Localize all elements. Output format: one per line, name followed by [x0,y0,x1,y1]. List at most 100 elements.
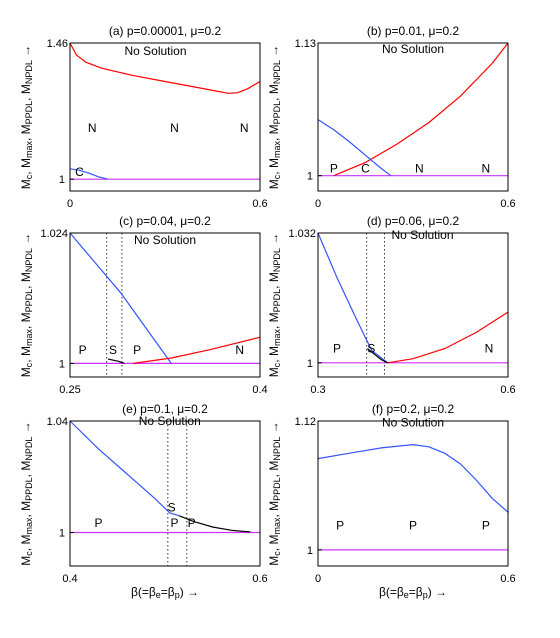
region-label: No Solution [391,228,453,242]
region-label: P [170,516,178,530]
y-axis-label-part: max [24,141,34,159]
plot-frame [317,42,509,192]
y-axis-label-part: , M [267,501,281,518]
y-axis-label-part: c [272,174,282,179]
y-axis-label-part: → [267,45,281,60]
series-line-blue [317,232,389,364]
y-axis-label-part: NPDL [272,248,282,272]
x-tick-label: 0.3 [310,384,325,396]
x-tick-label: 0.6 [252,198,267,210]
region-label: No Solution [382,42,444,56]
x-tick-label: 0 [315,198,321,210]
region-label: No Solution [134,233,196,247]
y-axis-label-part: , M [19,535,33,552]
y-axis-label-part: PPDL [24,101,34,125]
region-label: S [367,342,375,356]
x-axis-label-part: β(=β [131,585,156,599]
y-tick-label: 1 [59,528,65,540]
y-axis-label-group: Mc, Mmax, MPPDL, MNPDL → [19,45,34,189]
y-axis-label-group: Mc, Mmax, MPPDL, MNPDL → [267,45,282,189]
region-label: N [88,121,97,135]
plot-frame [69,42,261,192]
y-axis-label-part: NPDL [24,248,34,272]
y-axis-label-part: max [272,329,282,347]
y-axis-label-part: , M [19,461,33,478]
series-line-blue [69,420,180,517]
y-axis-label-part: M [267,556,281,566]
y-axis-label-part: , M [267,158,281,175]
y-axis-label: Mc, Mmax, MPPDL, MNPDL → [267,421,282,565]
y-axis-label-part: NPDL [24,60,34,84]
y-axis-label-part: , M [19,501,33,518]
region-label: P [482,518,490,532]
y-axis-label-part: → [19,233,33,248]
region-label: P [94,516,102,530]
y-axis-label-part: PPDL [272,289,282,313]
y-axis-label: Mc, Mmax, MPPDL, MNPDL → [267,45,282,189]
region-label: No Solution [124,44,186,58]
series-line-blue [317,119,392,177]
y-axis-label-part: , M [19,84,33,101]
panel-title: (b) p=0.01, μ=0.2 [367,24,460,38]
y-axis-label-part: NPDL [272,437,282,461]
panel-4: (d) p=0.06, μ=0.2 0.3 0.6 1 1.032 No Solution… [267,214,516,396]
x-axis-label-part: =β [409,585,423,599]
y-axis-label-part: M [19,556,33,566]
x-axis-label: β(=βe=βp) → [379,585,447,600]
x-axis-label-part: ) → [180,585,199,599]
panel-1: (a) p=0.00001, μ=0.2 0 0.6 1 1.46 No Solution… [19,24,268,210]
x-tick-label: 0.4 [252,384,267,396]
panel-title: (c) p=0.04, μ=0.2 [119,214,211,228]
x-axis-label-part: p [423,590,428,600]
series-line-black [107,358,125,364]
y-axis-label-part: max [24,517,34,535]
y-axis-label-part: , M [19,272,33,289]
region-label: No Solution [382,415,444,429]
series-line-blue [69,232,172,364]
series-line-red [133,336,261,364]
y-axis-label: Mc, Mmax, MPPDL, MNPDL → [19,45,34,189]
y-axis-label-part: → [267,421,281,436]
region-label: No Solution [139,414,201,428]
series-line-red [387,311,509,364]
y-axis-label-part: PPDL [272,477,282,501]
region-label: N [170,121,179,135]
y-axis-label-part: NPDL [24,437,34,461]
y-axis-label-part: , M [19,124,33,141]
x-axis-label-part: β(=β [379,585,404,599]
x-axis-label-part: ) → [428,585,447,599]
panel-title: (d) p=0.06, μ=0.2 [367,214,460,228]
y-axis-label: Mc, Mmax, MPPDL, MNPDL → [19,233,34,377]
x-tick-label: 0.6 [252,573,267,585]
region-label: N [235,343,244,357]
region-label: N [481,162,490,176]
region-label: S [168,501,176,515]
y-tick-label: 1.13 [295,38,316,50]
region-label: P [330,162,338,176]
y-tick-label: 1.04 [47,416,68,428]
series-line-red [69,42,261,94]
panel-3: (c) p=0.04, μ=0.2 0.25 0.4 1 1.024 No Solutio… [19,214,268,396]
y-axis-label-part: PPDL [272,101,282,125]
y-axis-label-part: c [272,362,282,367]
region-label: N [240,121,249,135]
y-axis-label-part: max [272,517,282,535]
y-axis-label-part: , M [267,124,281,141]
y-axis-label-part: PPDL [24,477,34,501]
series-line-black [179,515,251,533]
y-axis-label-part: , M [267,272,281,289]
region-label: P [79,343,87,357]
y-axis-label-part: c [24,362,34,367]
y-axis-label-part: → [19,45,33,60]
y-axis-label-part: max [24,329,34,347]
y-axis-label-part: c [24,174,34,179]
x-tick-label: 0 [315,573,321,585]
x-tick-label: 0.4 [62,573,77,585]
y-axis-label-group: Mc, Mmax, MPPDL, MNPDL → [267,233,282,377]
y-axis-label-part: , M [267,312,281,329]
x-axis-label-part: e [404,590,409,600]
panel-5: (e) p=0.1, μ=0.20.4 0.611.04 No SolutionPS… [19,402,268,600]
y-axis-label-part: NPDL [272,60,282,84]
region-label: S [109,343,117,357]
